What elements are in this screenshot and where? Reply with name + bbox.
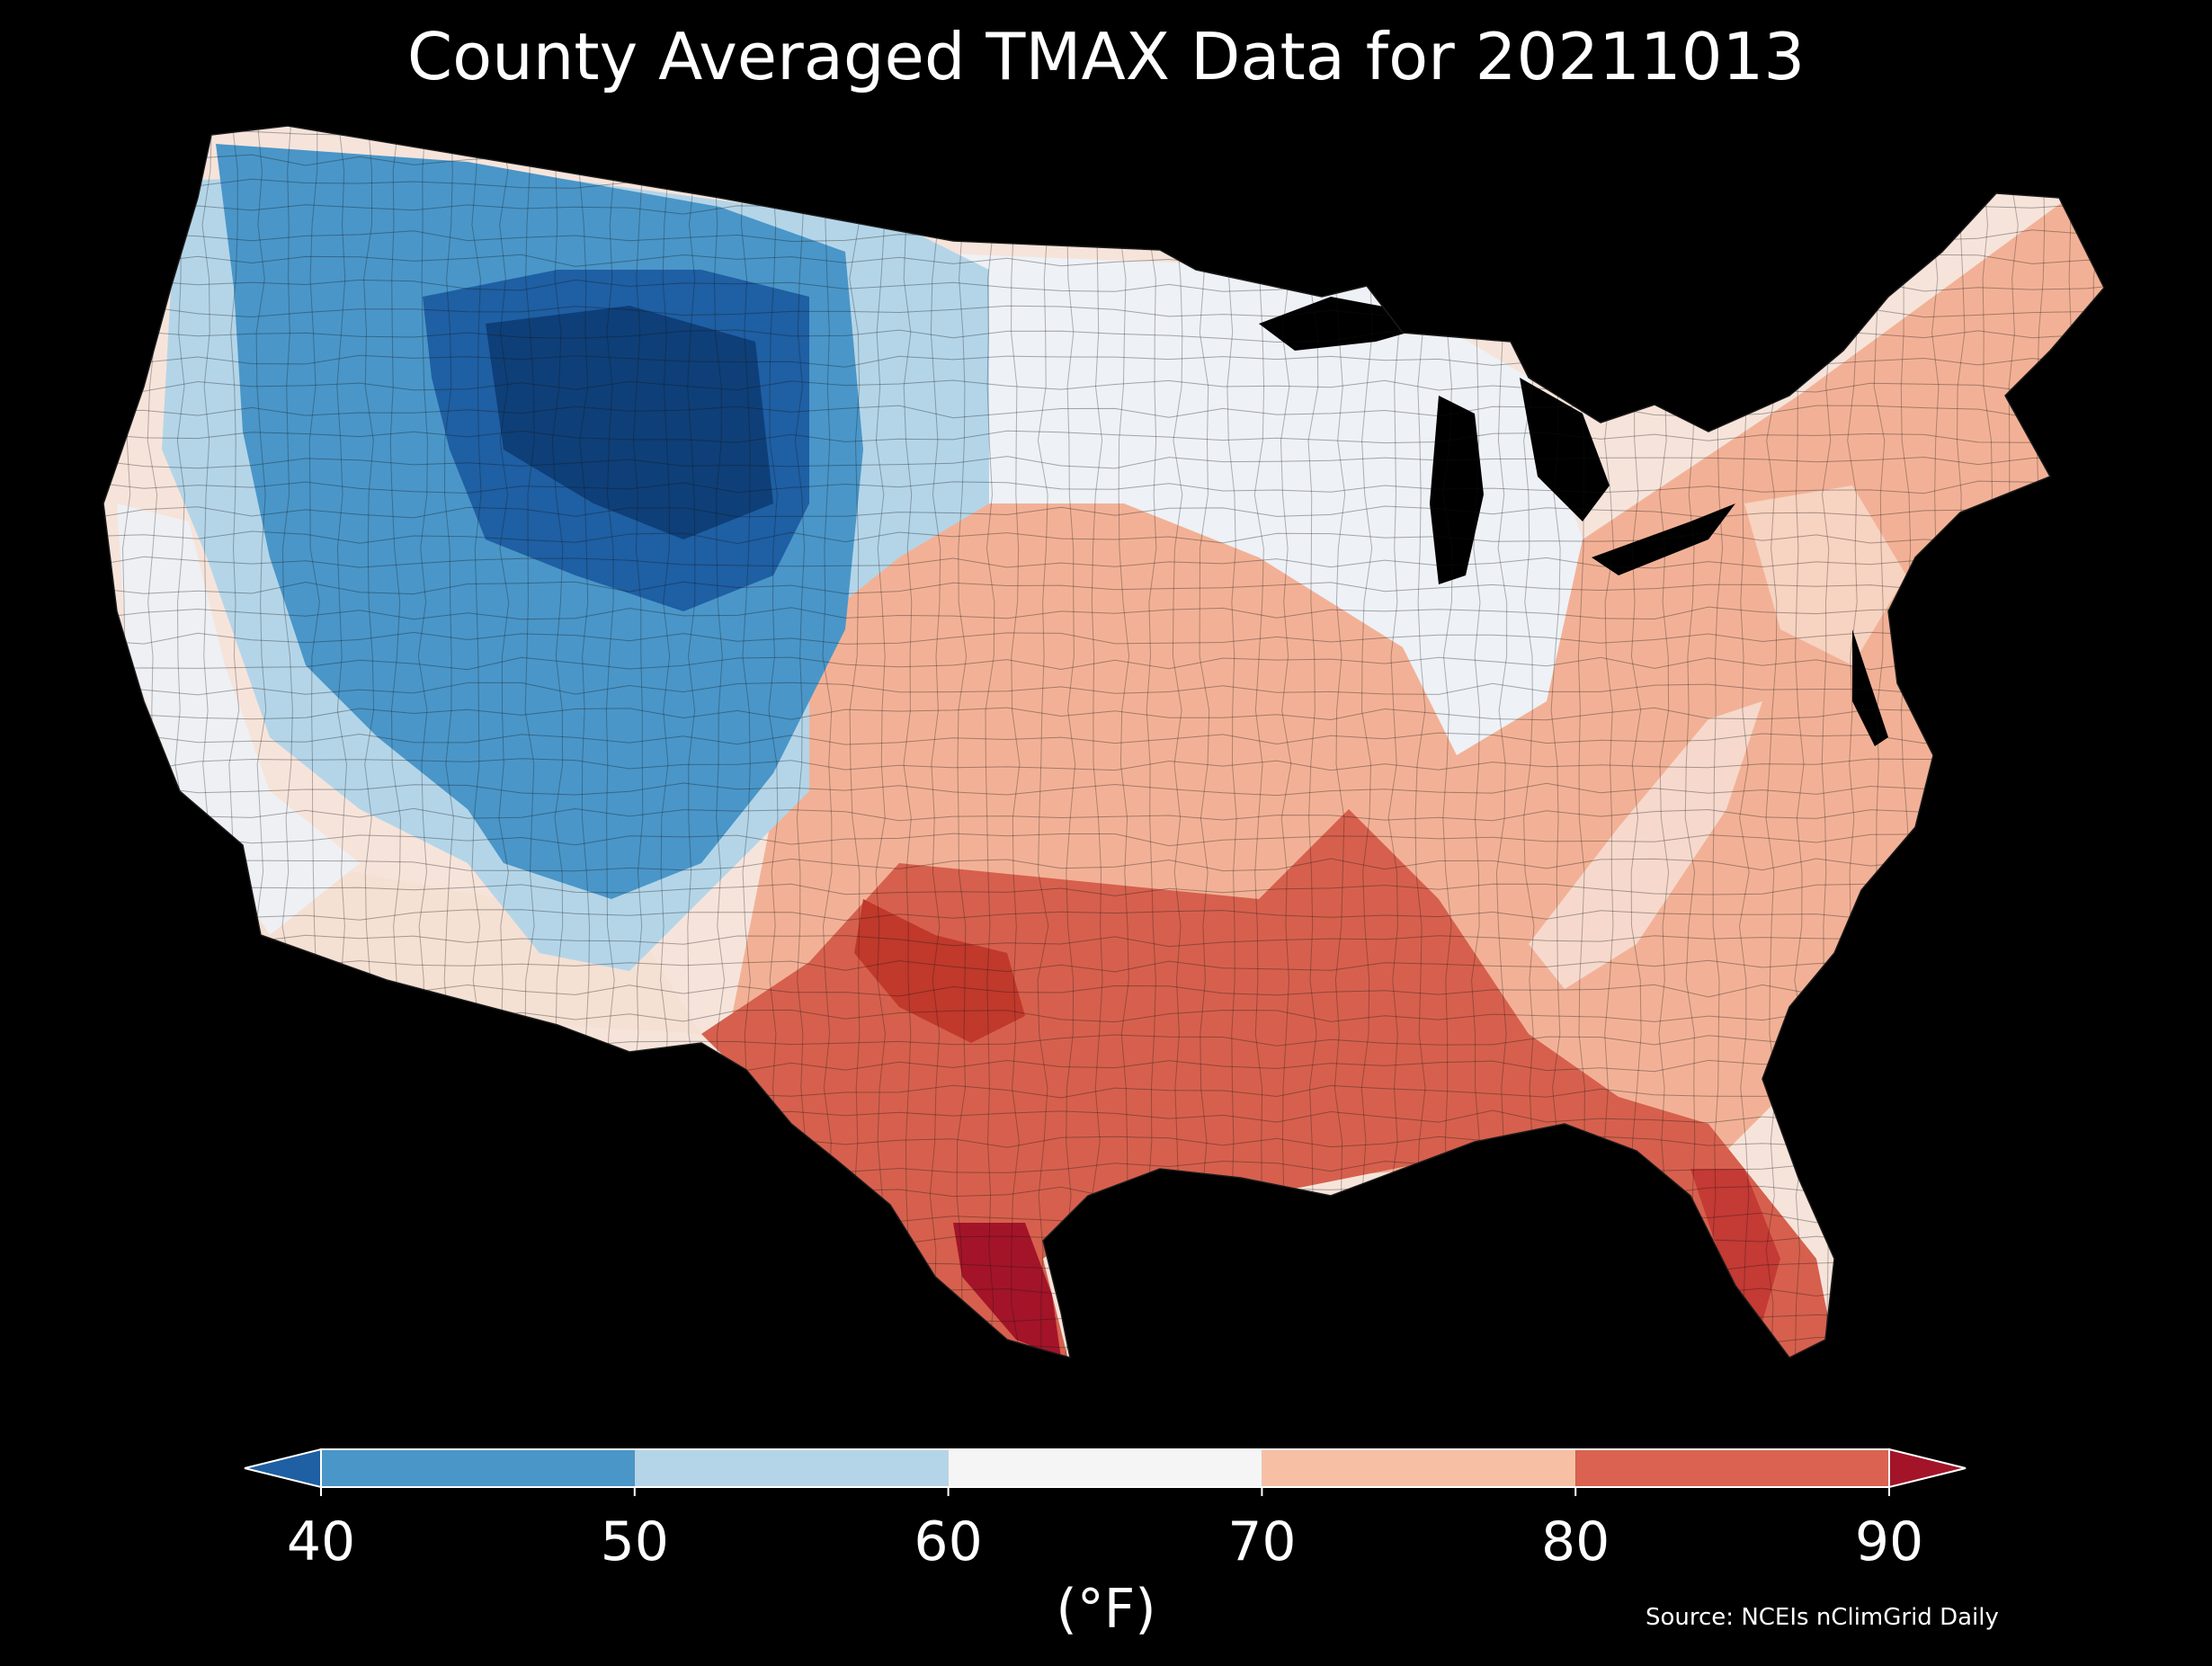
county-line <box>103 631 2104 645</box>
fill-south-texas-max <box>953 1223 1061 1358</box>
county-line <box>875 126 887 1358</box>
lake-superior <box>1259 297 1439 351</box>
county-line <box>1011 126 1021 1358</box>
us-county-map <box>103 125 2105 1359</box>
source-note: Source: NCEIs nClimGrid Daily <box>1646 1604 1999 1631</box>
county-line <box>103 606 2104 620</box>
colorbar-extend-max <box>1888 1448 1967 1489</box>
lake-michigan <box>1430 396 1484 584</box>
colorbar-tick-label: 60 <box>914 1510 983 1573</box>
colorbar-segment <box>634 1449 949 1487</box>
county-line <box>1037 126 1049 1358</box>
county-line <box>103 456 2104 469</box>
county-line <box>1064 126 1076 1358</box>
county-line <box>103 530 2104 545</box>
colorbar-segments <box>244 1448 1967 1496</box>
colorbar-tick-label: 50 <box>600 1510 669 1573</box>
county-line <box>103 908 2104 922</box>
fill-california <box>117 503 360 935</box>
county-line <box>103 707 2104 721</box>
county-line <box>1199 126 1210 1358</box>
county-line <box>1118 126 1130 1358</box>
county-line <box>103 682 2104 696</box>
colorbar-tick-label: 80 <box>1541 1510 1610 1573</box>
colorbar-segment <box>1262 1449 1576 1487</box>
county-line <box>103 858 2104 872</box>
county-line <box>929 126 941 1358</box>
fill-northeast-light <box>1744 486 1906 665</box>
county-line <box>903 126 913 1358</box>
county-line <box>103 732 2104 745</box>
fill-texas-hotspot <box>854 899 1025 1043</box>
lake-erie <box>1592 503 1735 575</box>
colorbar-unit-label: (°F) <box>1056 1578 1156 1641</box>
county-line <box>1172 126 1183 1358</box>
colorbar-segment <box>321 1449 635 1487</box>
county-line <box>1146 126 1157 1358</box>
lake-huron <box>1520 378 1610 521</box>
colorbar-tick-label: 40 <box>286 1510 356 1573</box>
colorbar-tick-label: 70 <box>1227 1510 1297 1573</box>
county-line <box>103 505 2104 520</box>
fill-southwest <box>261 854 701 1034</box>
colorbar-tick-label: 90 <box>1854 1510 1924 1573</box>
county-line <box>1226 126 1237 1358</box>
fill-upper-midwest <box>899 252 1583 755</box>
county-line <box>103 480 2104 494</box>
county-line <box>849 126 861 1358</box>
county-line <box>103 405 2104 419</box>
county-line <box>103 883 2104 897</box>
colorbar-outline <box>320 1448 1890 1488</box>
colorbar-segment <box>948 1449 1262 1487</box>
colorbar-extend-min <box>244 1448 322 1489</box>
county-line <box>103 581 2104 595</box>
colorbar-segment <box>1575 1449 1889 1487</box>
county-line <box>985 126 995 1358</box>
map-title: County Averaged TMAX Data for 20211013 <box>406 19 1806 94</box>
county-line <box>103 807 2104 822</box>
county-line <box>103 430 2104 444</box>
county-line <box>103 934 2104 948</box>
county-line <box>956 126 968 1358</box>
fill-florida-hot <box>1690 1169 1780 1322</box>
chesapeake-bay <box>1852 629 1888 746</box>
county-line <box>103 656 2104 671</box>
county-line <box>1091 126 1103 1358</box>
county-line <box>822 126 833 1358</box>
county-line <box>103 556 2104 569</box>
fill-appalachian-light <box>1529 701 1762 989</box>
county-line <box>103 959 2104 973</box>
county-line <box>103 782 2104 797</box>
county-line <box>103 833 2104 847</box>
county-line <box>103 758 2104 771</box>
fill-darkest-core <box>486 306 773 539</box>
